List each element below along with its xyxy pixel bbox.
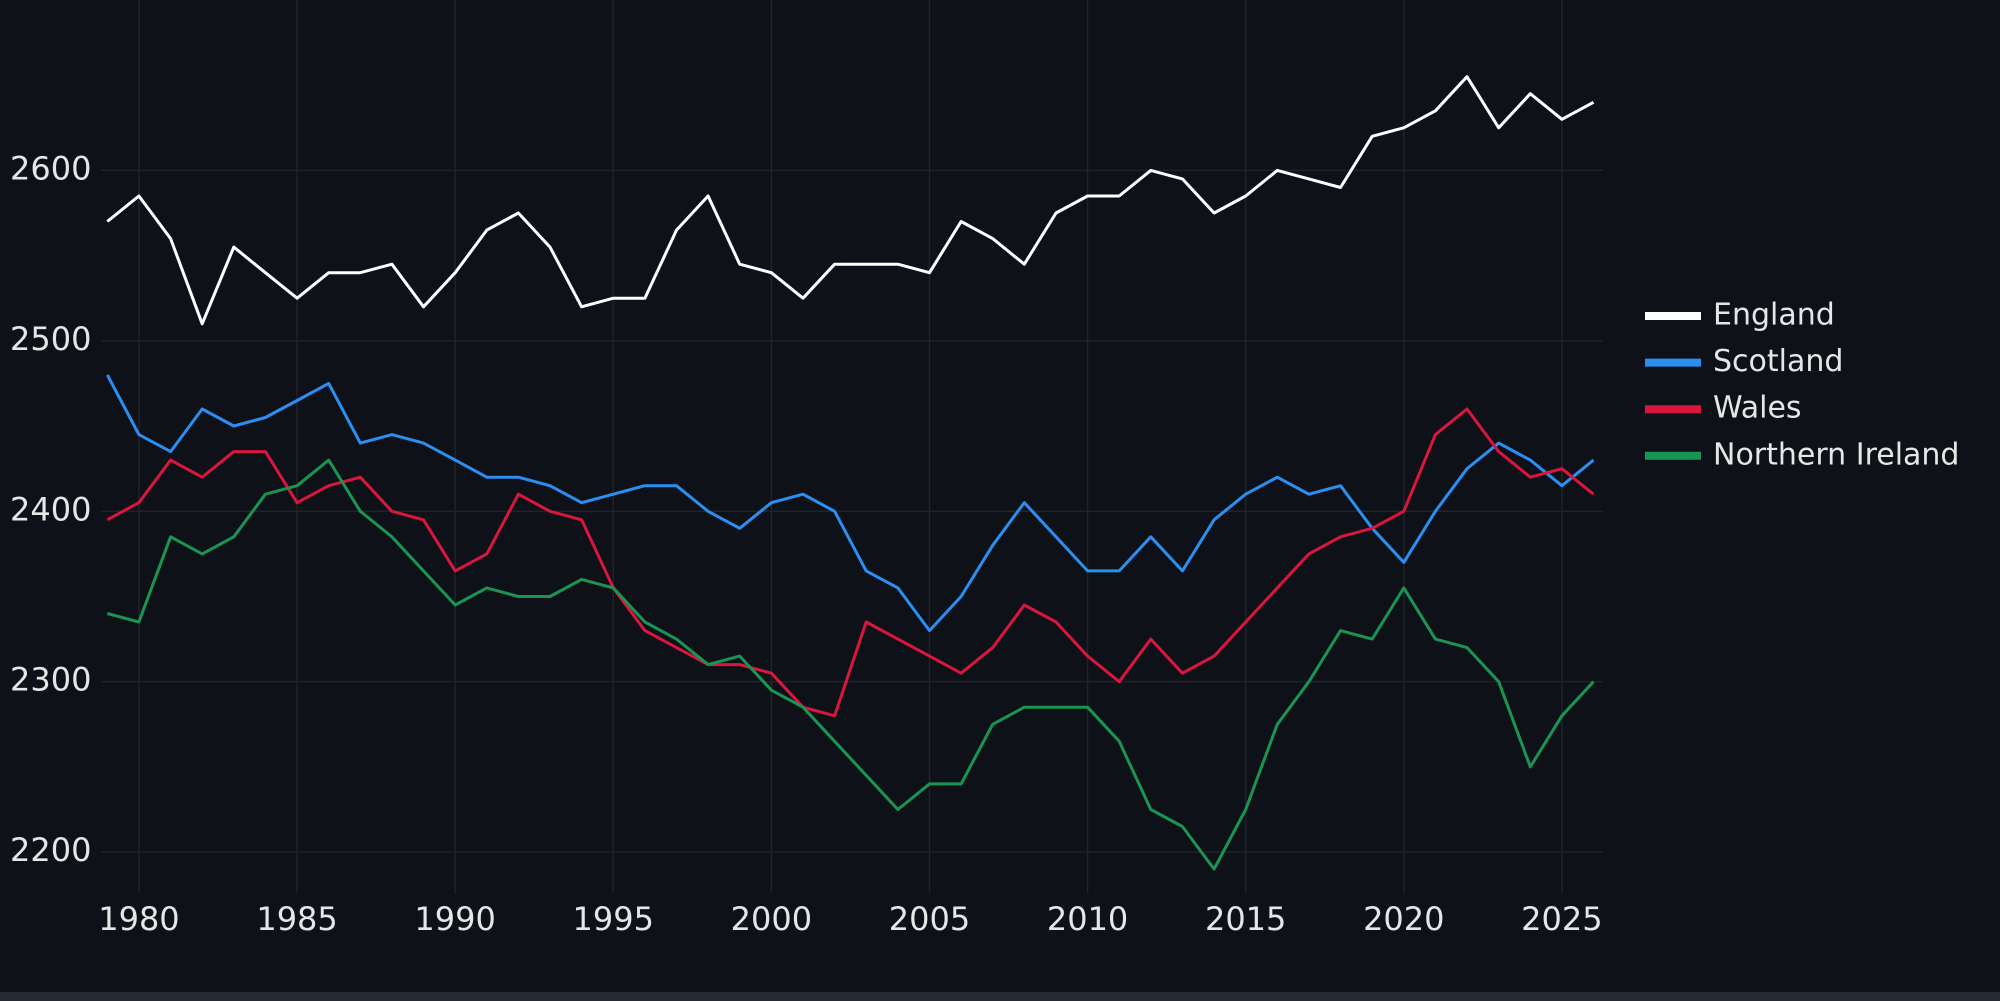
x-tick-label: 2000 [731, 900, 812, 938]
x-tick-label: 2005 [889, 900, 970, 938]
series-line [105, 374, 1595, 633]
y-tick-label: 2300 [10, 661, 91, 699]
series-line [106, 458, 1595, 871]
series-line [106, 75, 1595, 326]
y-tick-label: 2400 [10, 490, 91, 528]
legend-label: Scotland [1713, 344, 1843, 379]
x-tick-label: 2010 [1047, 900, 1128, 938]
x-tick-label: 2025 [1521, 900, 1602, 938]
y-tick-label: 2500 [10, 320, 91, 358]
x-tick-label: 1985 [256, 900, 337, 938]
x-tick-label: 2020 [1363, 900, 1444, 938]
legend-label: Northern Ireland [1713, 437, 1959, 472]
legend-label: Wales [1713, 391, 1802, 426]
y-tick-label: 2200 [10, 831, 91, 869]
x-tick-label: 2015 [1205, 900, 1286, 938]
legend-label: England [1713, 298, 1835, 333]
x-tick-label: 1990 [414, 900, 495, 938]
x-tick-label: 1995 [573, 900, 654, 938]
bottom-bar [0, 992, 2000, 1001]
series-line [106, 407, 1595, 718]
x-tick-label: 1980 [98, 900, 179, 938]
y-tick-label: 2600 [10, 149, 91, 187]
